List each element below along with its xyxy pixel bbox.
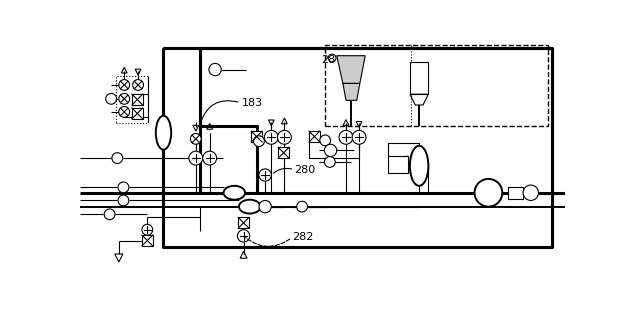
Bar bbox=[142, 235, 152, 246]
Text: 183: 183 bbox=[242, 98, 263, 108]
Bar bbox=[251, 131, 262, 142]
Circle shape bbox=[253, 136, 265, 147]
Circle shape bbox=[328, 54, 336, 62]
Bar bbox=[325, 45, 549, 126]
Circle shape bbox=[339, 130, 353, 144]
Circle shape bbox=[119, 93, 130, 104]
Circle shape bbox=[119, 107, 130, 117]
Circle shape bbox=[104, 209, 115, 220]
Circle shape bbox=[474, 179, 502, 207]
Circle shape bbox=[352, 130, 366, 144]
Bar bbox=[309, 131, 320, 142]
Polygon shape bbox=[343, 83, 360, 100]
Ellipse shape bbox=[239, 200, 260, 214]
Circle shape bbox=[190, 133, 201, 144]
Circle shape bbox=[238, 230, 249, 242]
Circle shape bbox=[118, 195, 129, 206]
Bar bbox=[278, 147, 289, 158]
Circle shape bbox=[265, 130, 278, 144]
Text: 28: 28 bbox=[321, 55, 335, 65]
Bar bbox=[238, 217, 249, 228]
Circle shape bbox=[297, 201, 307, 212]
Circle shape bbox=[523, 185, 539, 201]
Circle shape bbox=[142, 224, 152, 235]
Text: 282: 282 bbox=[292, 233, 314, 243]
Ellipse shape bbox=[156, 116, 171, 150]
Polygon shape bbox=[336, 56, 365, 83]
Circle shape bbox=[112, 153, 123, 163]
Circle shape bbox=[189, 151, 203, 165]
Bar bbox=[508, 187, 523, 199]
Bar bbox=[388, 156, 408, 173]
Circle shape bbox=[209, 63, 221, 76]
Circle shape bbox=[320, 135, 331, 146]
Ellipse shape bbox=[224, 186, 245, 200]
Circle shape bbox=[324, 144, 336, 157]
Circle shape bbox=[133, 79, 144, 90]
Circle shape bbox=[259, 201, 272, 213]
Ellipse shape bbox=[410, 146, 428, 186]
Circle shape bbox=[106, 93, 117, 104]
Circle shape bbox=[118, 182, 129, 193]
Circle shape bbox=[324, 157, 335, 167]
Circle shape bbox=[277, 130, 291, 144]
Circle shape bbox=[203, 151, 217, 165]
Bar bbox=[132, 108, 142, 119]
Bar bbox=[132, 94, 142, 105]
Bar bbox=[410, 62, 428, 94]
Circle shape bbox=[119, 79, 130, 90]
Bar bbox=[116, 76, 148, 123]
Text: 280: 280 bbox=[294, 165, 316, 175]
Circle shape bbox=[259, 169, 272, 181]
